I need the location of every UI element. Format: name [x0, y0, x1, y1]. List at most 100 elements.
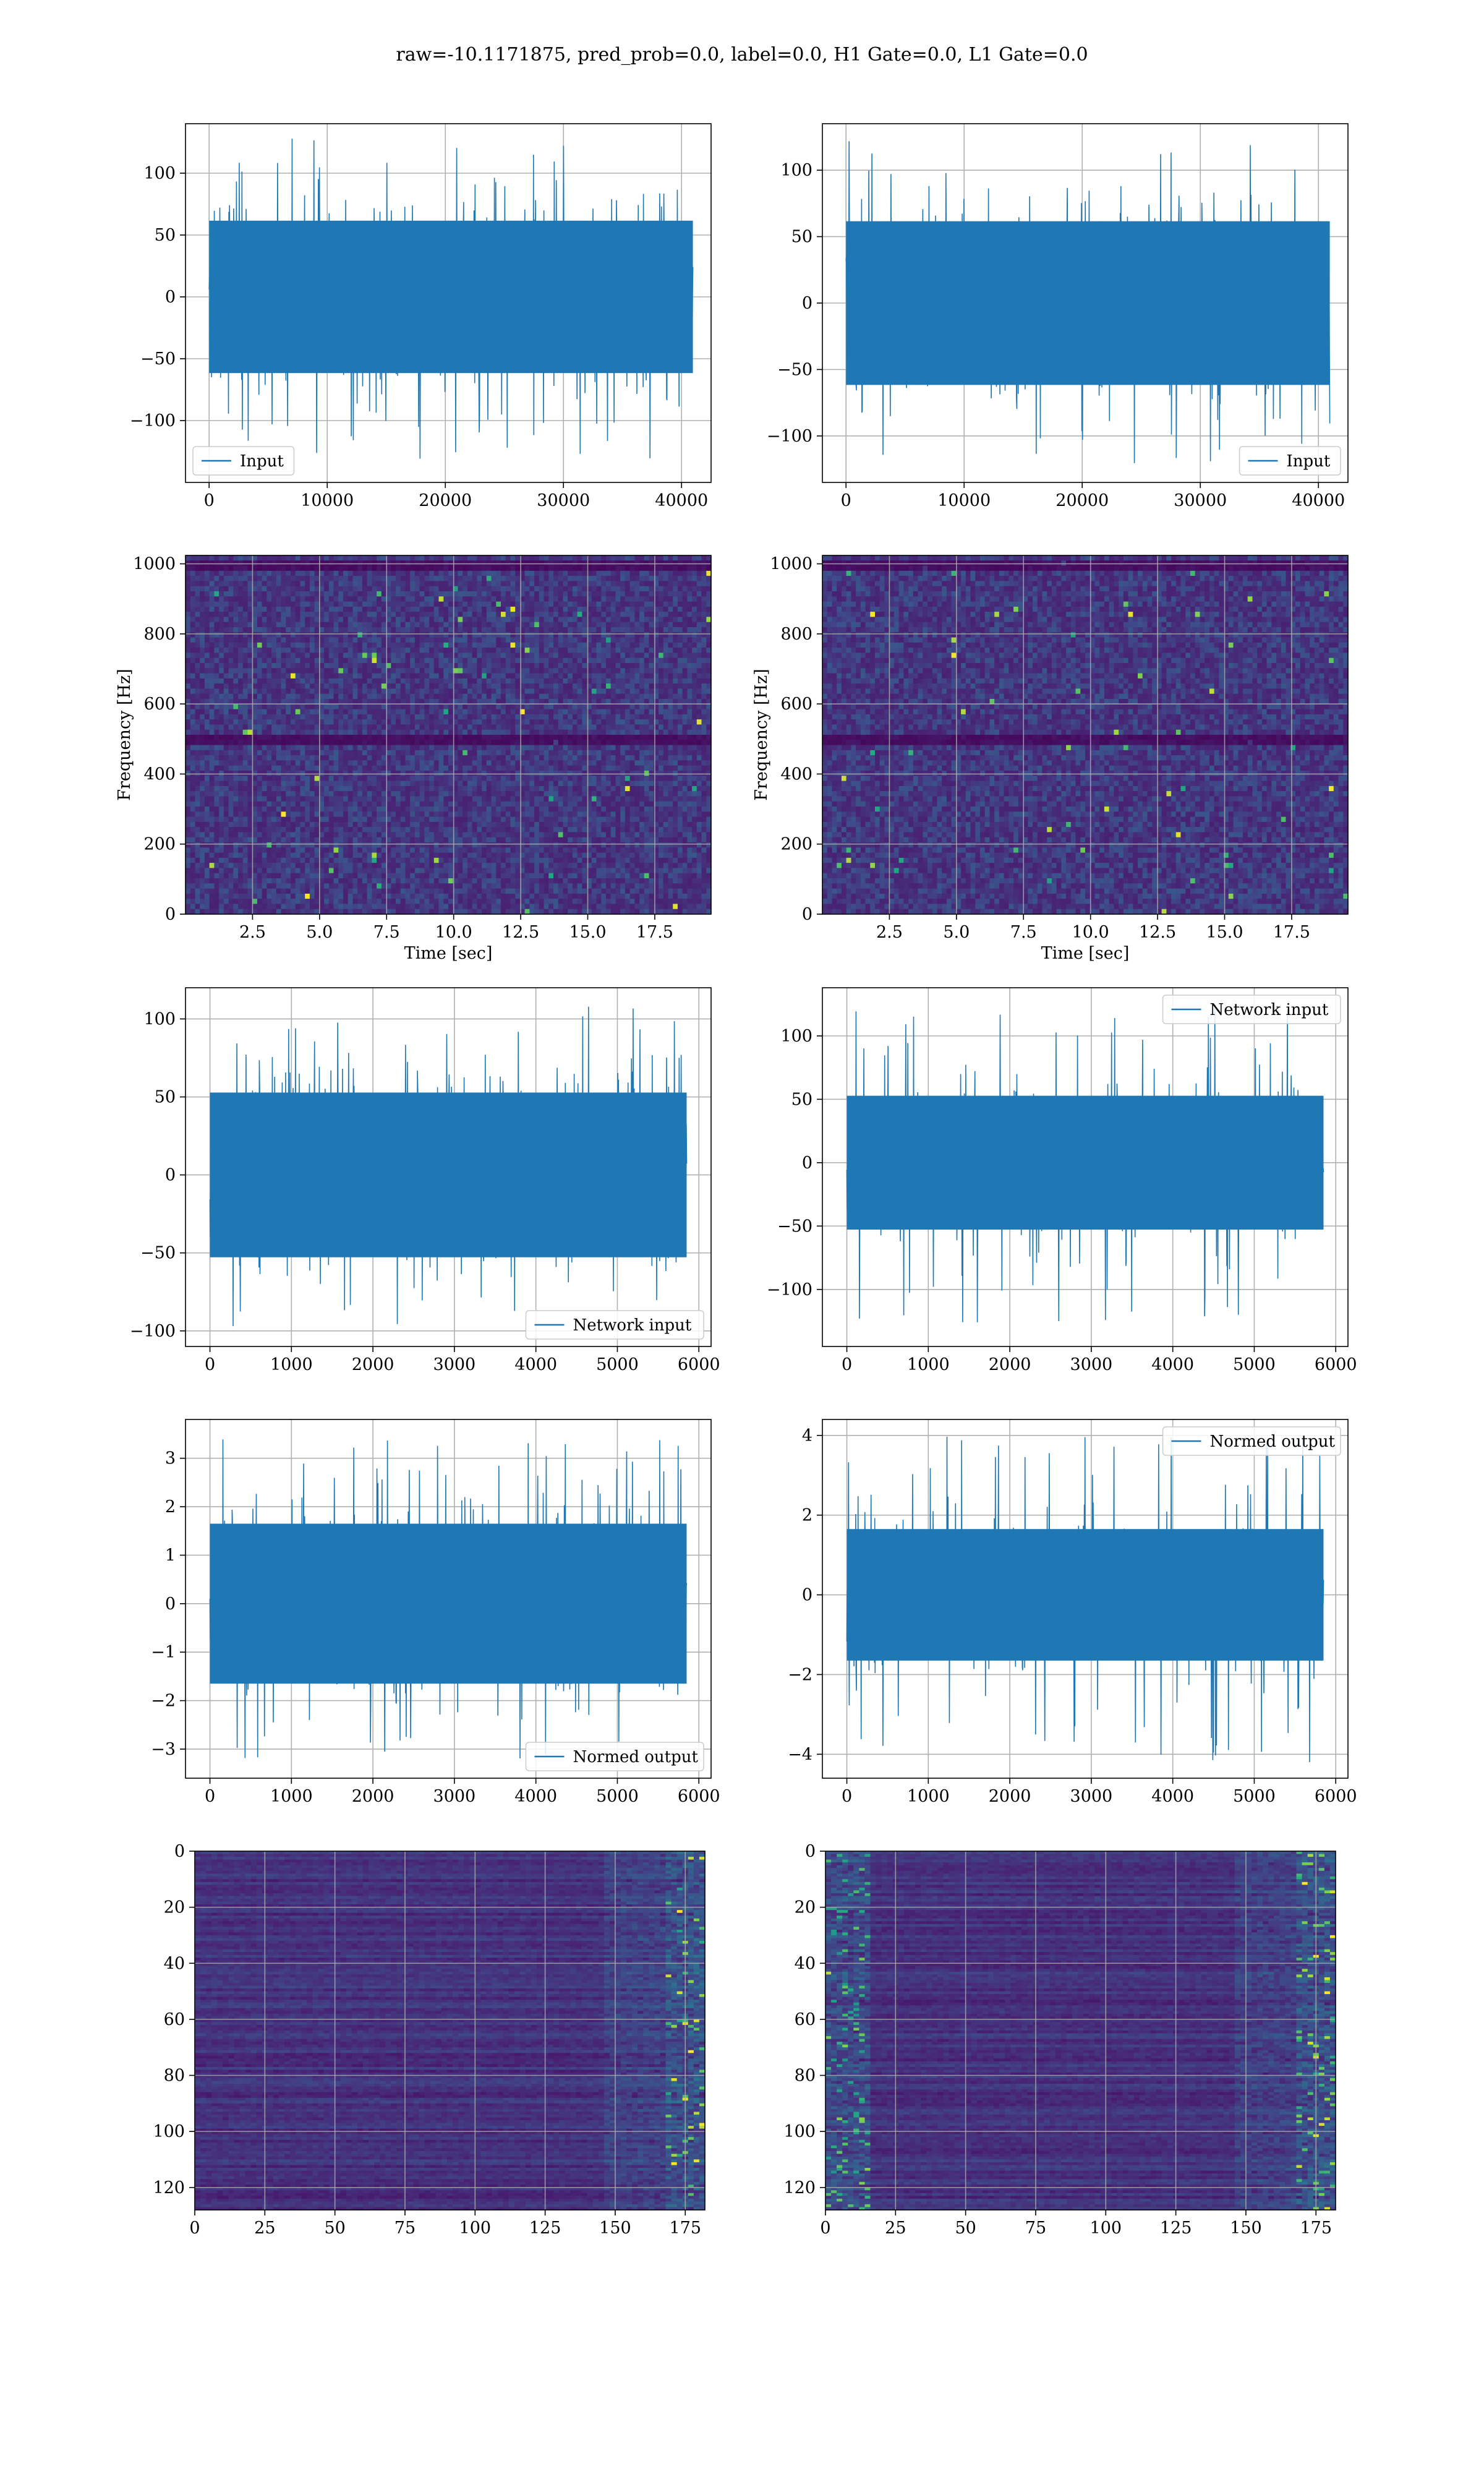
heatmap-cell	[214, 668, 220, 674]
heatmap-cell	[396, 581, 401, 587]
heatmap-cell	[659, 653, 664, 659]
heatmap-cell	[257, 555, 263, 561]
heatmap-cell	[348, 606, 353, 612]
heatmap-cell	[271, 719, 277, 725]
heatmap-cell	[352, 560, 358, 567]
heatmap-cell	[706, 653, 711, 659]
heatmap-cell	[324, 760, 330, 766]
heatmap-cell	[223, 714, 229, 720]
heatmap-cell	[433, 657, 440, 664]
heatmap-cell	[453, 560, 458, 567]
heatmap-cell	[328, 750, 335, 756]
heatmap-cell	[410, 735, 416, 740]
heatmap-cell	[405, 678, 411, 684]
heatmap-cell	[396, 653, 401, 659]
heatmap-cell	[429, 601, 435, 607]
heatmap-cell	[377, 560, 382, 567]
heatmap-cell	[548, 601, 554, 607]
heatmap-cell	[701, 668, 707, 674]
heatmap-cell	[524, 683, 530, 689]
heatmap-cell	[659, 617, 664, 623]
heatmap-cell	[204, 612, 210, 617]
heatmap-cell	[367, 565, 372, 571]
heatmap-cell	[519, 719, 526, 725]
heatmap-cell	[463, 637, 468, 643]
heatmap-cell	[491, 653, 497, 659]
heatmap-cell	[687, 693, 693, 700]
heatmap-cell	[219, 771, 224, 776]
heatmap-cell	[501, 714, 506, 720]
heatmap-cell	[482, 729, 487, 735]
heatmap-cell	[634, 750, 640, 756]
heatmap-cell	[615, 678, 621, 684]
heatmap-cell	[544, 673, 549, 679]
heatmap-cell	[396, 668, 401, 674]
heatmap-cell	[443, 627, 449, 633]
heatmap-cell	[553, 688, 559, 695]
heatmap-cell	[438, 560, 444, 567]
heatmap-cell	[463, 765, 468, 771]
heatmap-cell	[448, 570, 454, 576]
heatmap-cell	[568, 693, 573, 700]
heatmap-cell	[400, 627, 406, 633]
heatmap-cell	[319, 719, 325, 725]
heatmap-cell	[453, 591, 458, 597]
heatmap-cell	[300, 648, 305, 653]
heatmap-cell	[424, 724, 430, 730]
heatmap-cell	[209, 637, 215, 643]
heatmap-cell	[400, 622, 406, 628]
heatmap-cell	[673, 735, 678, 740]
heatmap-cell	[362, 555, 368, 561]
heatmap-cell	[343, 622, 349, 628]
heatmap-cell	[482, 606, 487, 612]
heatmap-cell	[305, 776, 310, 782]
heatmap-cell	[357, 781, 363, 787]
heatmap-cell	[429, 576, 435, 581]
heatmap-cell	[629, 673, 635, 679]
heatmap-cell	[577, 735, 582, 740]
heatmap-cell	[223, 776, 229, 782]
heatmap-cell	[553, 606, 559, 612]
heatmap-cell	[558, 555, 563, 561]
heatmap-cell	[424, 781, 430, 787]
heatmap-cell	[467, 688, 473, 695]
heatmap-cell	[706, 581, 711, 587]
heatmap-cell	[214, 673, 220, 679]
heatmap-cell	[649, 601, 654, 607]
heatmap-cell	[204, 601, 210, 607]
heatmap-cell	[591, 617, 597, 623]
heatmap-cell	[692, 750, 697, 756]
heatmap-cell	[634, 627, 640, 633]
heatmap-cell	[544, 750, 549, 756]
heatmap-cell	[625, 704, 631, 710]
heatmap-cell	[544, 755, 549, 761]
heatmap-cell	[443, 601, 449, 607]
heatmap-cell	[696, 704, 702, 710]
heatmap-cell	[505, 565, 511, 571]
heatmap-cell	[352, 760, 358, 766]
heatmap-cell	[467, 760, 473, 766]
heatmap-cell	[673, 729, 678, 735]
heatmap-cell	[200, 765, 205, 771]
heatmap-cell	[639, 760, 645, 766]
heatmap-cell	[190, 627, 195, 633]
heatmap-cell	[477, 570, 482, 576]
heatmap-cell	[510, 678, 516, 684]
heatmap-cell	[324, 668, 330, 674]
heatmap-cell	[529, 709, 535, 715]
heatmap-cell	[257, 653, 263, 659]
heatmap-cell	[238, 581, 244, 587]
heatmap-cell	[247, 781, 253, 787]
heatmap-cell	[654, 688, 659, 695]
heatmap-cell	[214, 653, 220, 659]
heatmap-cell	[553, 714, 559, 720]
heatmap-cell	[659, 637, 664, 643]
heatmap-cell	[190, 740, 195, 746]
heatmap-cell	[673, 637, 678, 643]
heatmap-cell	[519, 765, 526, 771]
heatmap-cell	[200, 776, 205, 782]
heatmap-cell	[659, 570, 664, 576]
heatmap-cell	[534, 776, 540, 782]
heatmap-cell	[343, 729, 349, 735]
heatmap-cell	[309, 699, 315, 704]
